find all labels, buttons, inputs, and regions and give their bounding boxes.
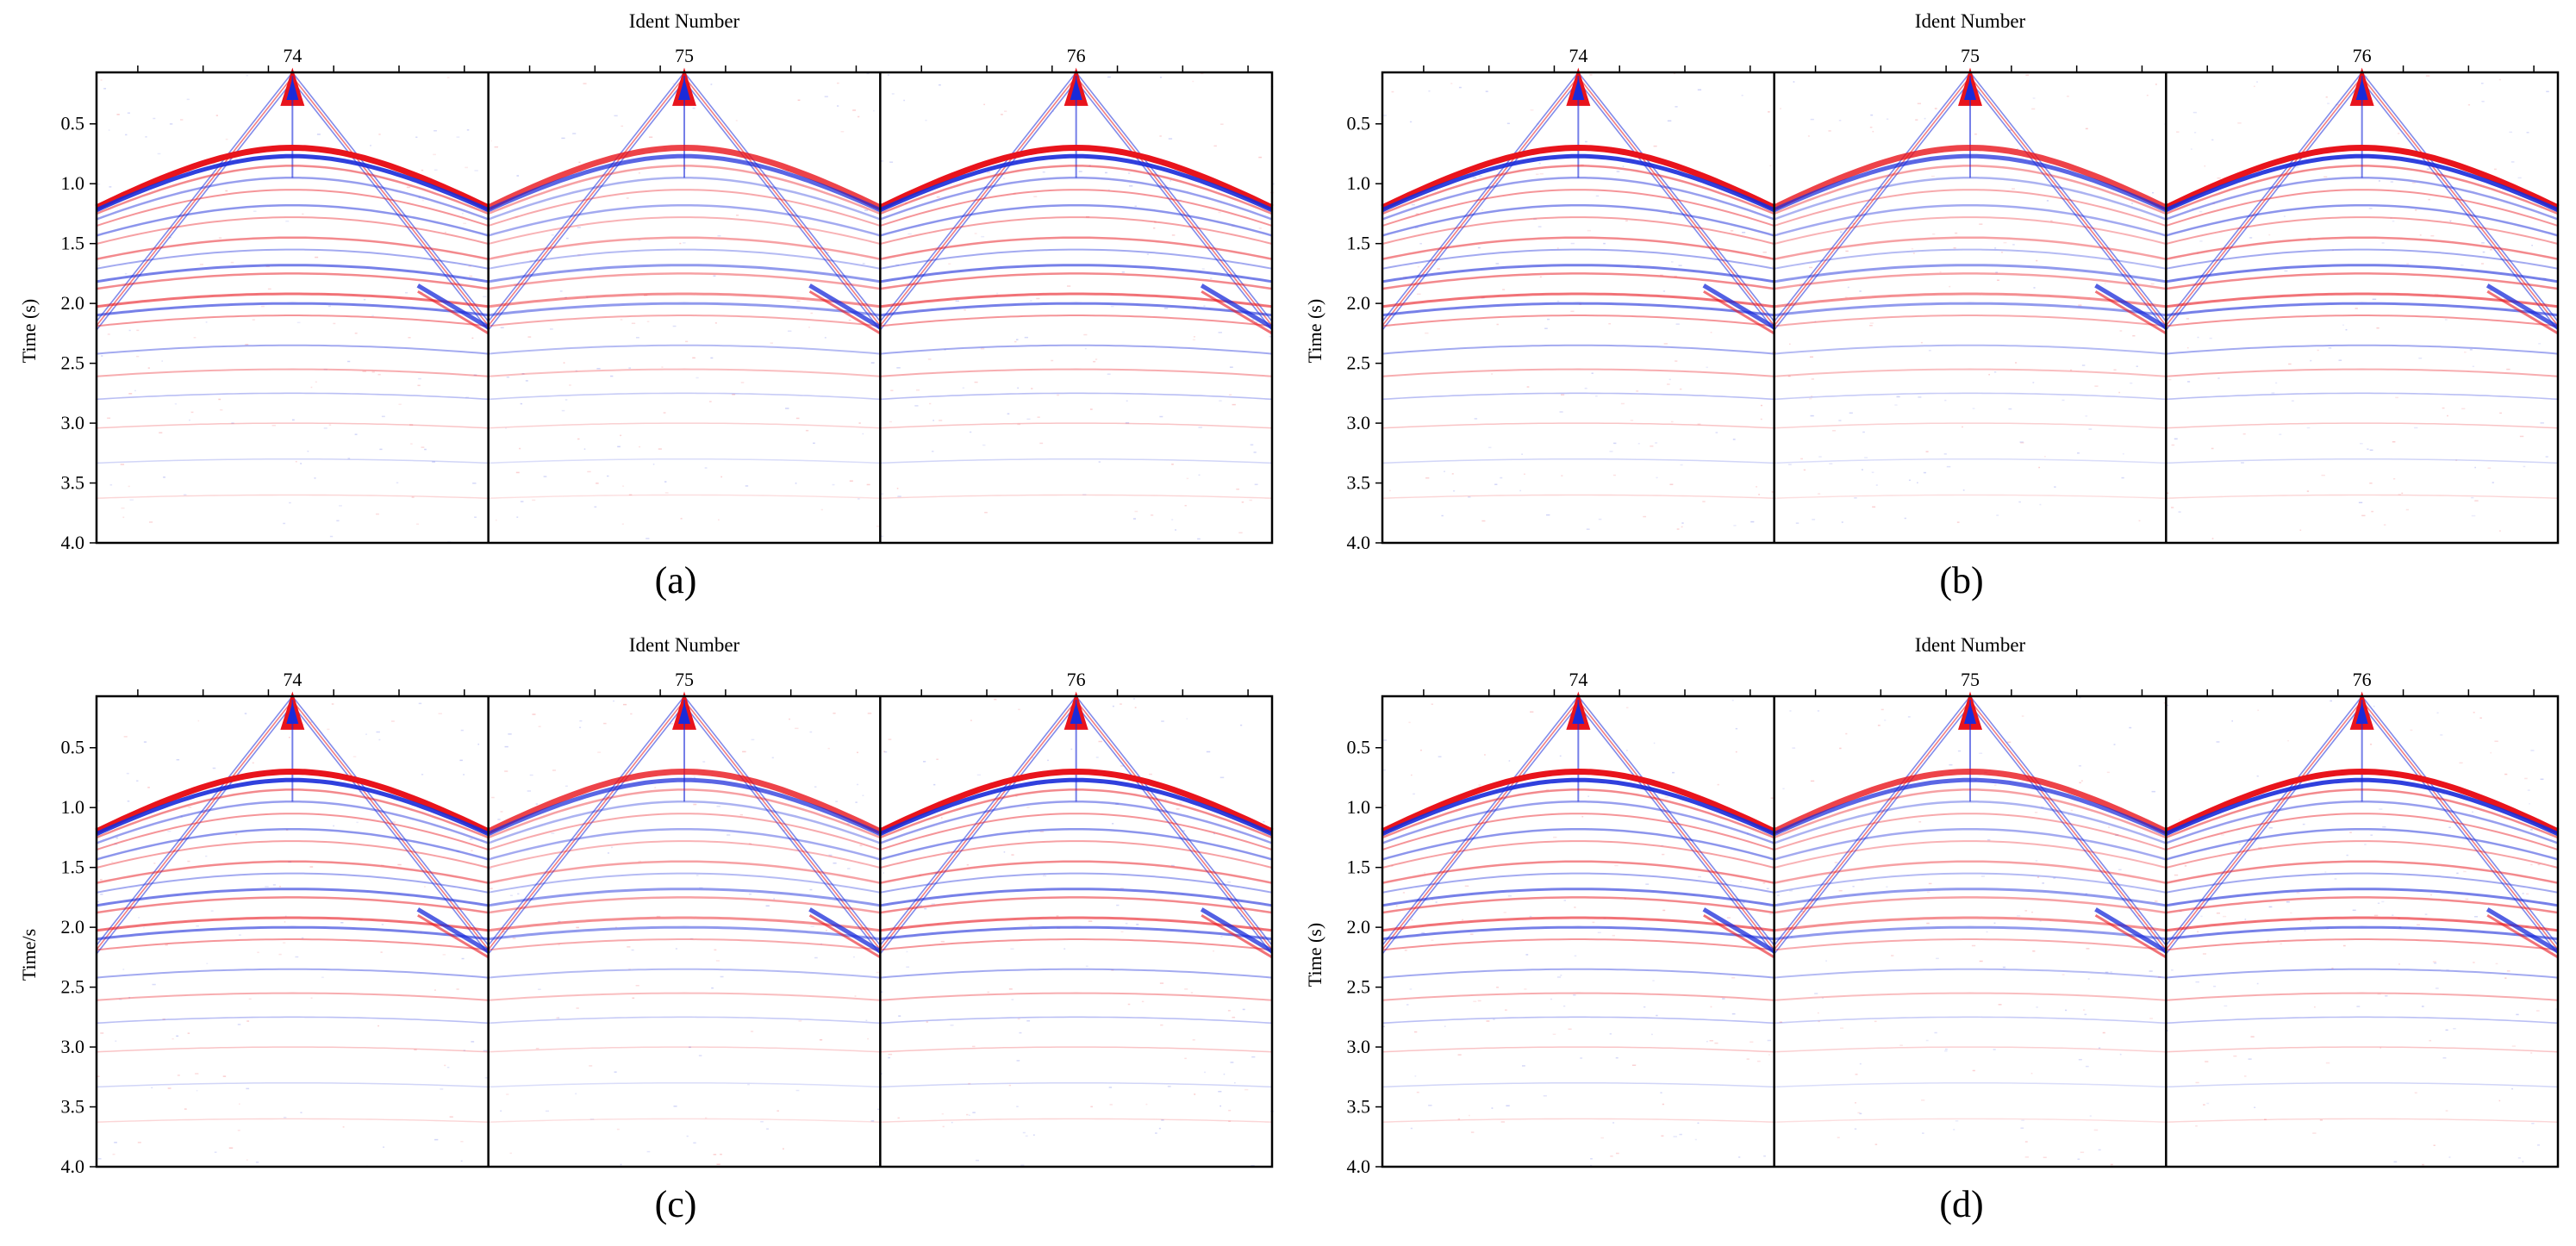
y-tick-label: 3.5 [61,1096,85,1118]
y-tick-label: 1.0 [61,172,85,194]
x-tick-label: 75 [1961,669,1980,690]
gather-74 [1381,691,1776,1167]
panel-c: Ident Number Time/s (c) 74 75 76 0.5 1.0 1.5 2.0 2… [0,624,1276,1227]
y-tick-label: 0.5 [1347,737,1371,758]
plot-frame [95,695,1274,1168]
panel-caption: (b) [1939,559,1984,601]
y-tick-label: 1.5 [61,857,85,878]
gather-76 [878,67,1275,540]
plot-frame [1381,71,2560,545]
y-tick-label: 4.0 [61,1156,85,1177]
y-tick-label: 1.0 [1347,172,1371,194]
y-axis-label: Time (s) [18,299,40,364]
y-tick-label: 2.0 [61,292,85,314]
gather-76 [878,691,1275,1167]
y-tick-label: 2.5 [61,976,85,998]
y-axis-label: Time/s [18,929,40,981]
panel-caption: (c) [654,1183,697,1225]
y-tick-label: 2.5 [1347,976,1371,998]
plot-frame [1381,695,2560,1168]
y-tick-label: 2.0 [61,916,85,938]
y-tick-label: 1.5 [1347,857,1371,878]
y-tick-label: 1.5 [1347,233,1371,254]
y-tick-label: 4.0 [1347,532,1371,553]
panel-b: Ident Number Time (s) (b) 74 75 76 0.5 1.0 1.5 2.… [1286,0,2561,603]
panel-title: Ident Number [1914,634,2026,656]
y-tick-label: 0.5 [1347,113,1371,134]
seismic-gather-plot: 74 75 76 0.5 1.0 1.5 2.0 2.5 3.0 3.5 4.0 [1347,45,2560,553]
x-tick-label: 75 [675,45,694,66]
x-tick-label: 76 [1067,45,1086,66]
gather-75 [487,691,883,1166]
y-tick-label: 3.0 [1347,1036,1371,1057]
panel-title: Ident Number [1914,10,2026,32]
gather-74 [95,67,490,543]
panel-title: Ident Number [628,634,740,656]
y-tick-label: 1.0 [1347,796,1371,818]
plot-frame [95,71,1274,545]
gather-75 [1773,67,2169,524]
y-tick-label: 2.0 [1347,916,1371,938]
x-tick-label: 74 [283,45,302,66]
x-tick-label: 76 [2353,669,2372,690]
y-tick-label: 4.0 [61,532,85,553]
y-tick-label: 0.5 [61,113,85,134]
panel-caption: (a) [654,559,697,601]
x-tick-label: 74 [1569,669,1587,690]
y-tick-label: 2.5 [61,352,85,374]
seismic-gather-plot: 74 75 76 0.5 1.0 1.5 2.0 2.5 3.0 3.5 4.0 [61,45,1275,553]
seismic-gather-plot: 74 75 76 0.5 1.0 1.5 2.0 2.5 3.0 3.5 4.0 [1347,669,2560,1177]
x-tick-label: 75 [675,669,694,690]
x-tick-label: 75 [1961,45,1980,66]
y-tick-label: 4.0 [1347,1156,1371,1177]
y-tick-label: 1.5 [61,233,85,254]
y-tick-label: 3.5 [1347,472,1371,494]
panel-a: Ident Number Time (s) (a) 74 75 76 0.5 1.0 1.5 2.… [0,0,1276,603]
y-tick-label: 2.5 [1347,352,1371,374]
x-tick-label: 76 [1067,669,1086,690]
y-axis-label: Time (s) [1304,923,1325,987]
seismic-gather-plot: 74 75 76 0.5 1.0 1.5 2.0 2.5 3.0 3.5 4.0 [61,669,1275,1177]
y-tick-label: 1.0 [61,796,85,818]
y-axis-label: Time (s) [1304,299,1325,364]
y-tick-label: 0.5 [61,737,85,758]
y-tick-label: 3.0 [1347,412,1371,433]
y-tick-label: 3.5 [1347,1096,1371,1118]
gather-75 [1773,691,2168,1168]
gather-76 [2164,691,2560,1166]
gather-74 [1381,67,1776,530]
gather-76 [2164,67,2560,544]
x-tick-label: 76 [2353,45,2372,66]
x-tick-label: 74 [1569,45,1587,66]
y-tick-label: 3.0 [61,1036,85,1057]
y-tick-label: 3.0 [61,412,85,433]
panel-title: Ident Number [628,10,740,32]
x-tick-label: 74 [283,669,302,690]
y-tick-label: 2.0 [1347,292,1371,314]
gather-75 [487,67,883,545]
panel-d: Ident Number Time (s) (d) 74 75 76 0.5 1.0 1.5 2.… [1286,624,2561,1227]
panel-caption: (d) [1939,1183,1984,1225]
gather-74 [95,691,490,1168]
y-tick-label: 3.5 [61,472,85,494]
